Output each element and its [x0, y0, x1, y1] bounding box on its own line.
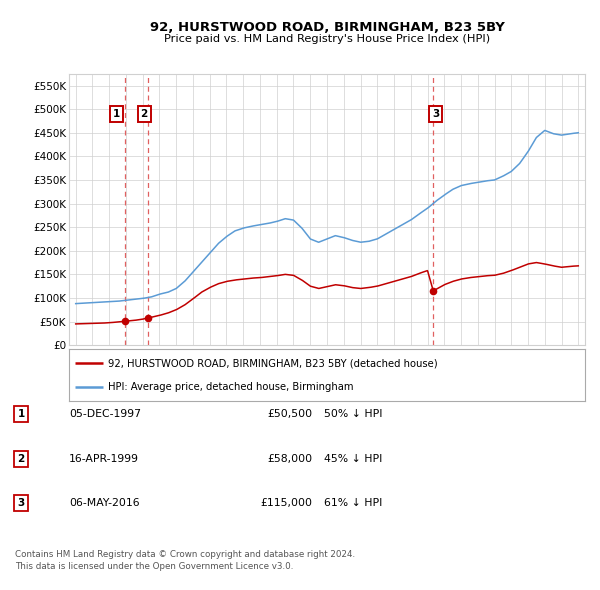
Text: 06-MAY-2016: 06-MAY-2016 — [69, 498, 140, 507]
Text: 1: 1 — [113, 109, 120, 119]
Text: £50,500: £50,500 — [267, 409, 312, 419]
Text: 2: 2 — [140, 109, 148, 119]
Text: 92, HURSTWOOD ROAD, BIRMINGHAM, B23 5BY: 92, HURSTWOOD ROAD, BIRMINGHAM, B23 5BY — [149, 21, 505, 34]
Text: 50% ↓ HPI: 50% ↓ HPI — [324, 409, 383, 419]
Text: 61% ↓ HPI: 61% ↓ HPI — [324, 498, 382, 507]
Text: 3: 3 — [432, 109, 439, 119]
Text: 2: 2 — [17, 454, 25, 464]
Text: Price paid vs. HM Land Registry's House Price Index (HPI): Price paid vs. HM Land Registry's House … — [164, 34, 490, 44]
Text: 16-APR-1999: 16-APR-1999 — [69, 454, 139, 464]
Text: Contains HM Land Registry data © Crown copyright and database right 2024.
This d: Contains HM Land Registry data © Crown c… — [15, 550, 355, 571]
Text: 92, HURSTWOOD ROAD, BIRMINGHAM, B23 5BY (detached house): 92, HURSTWOOD ROAD, BIRMINGHAM, B23 5BY … — [108, 358, 437, 368]
Text: HPI: Average price, detached house, Birmingham: HPI: Average price, detached house, Birm… — [108, 382, 353, 392]
Text: 45% ↓ HPI: 45% ↓ HPI — [324, 454, 382, 464]
Text: £58,000: £58,000 — [267, 454, 312, 464]
Text: 05-DEC-1997: 05-DEC-1997 — [69, 409, 141, 419]
Text: 1: 1 — [17, 409, 25, 419]
Text: £115,000: £115,000 — [260, 498, 312, 507]
Text: 3: 3 — [17, 498, 25, 507]
